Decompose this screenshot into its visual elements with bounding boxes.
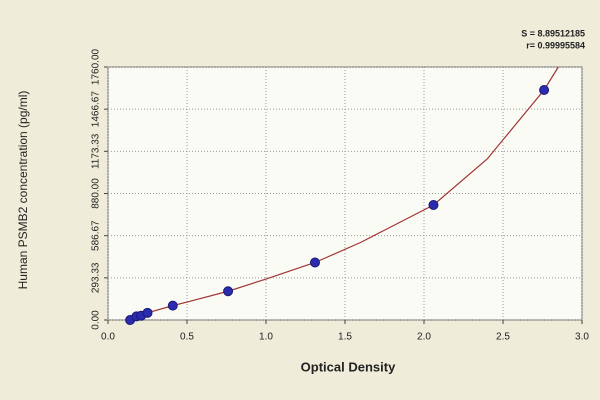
y-tick-label: 586.67	[91, 220, 102, 251]
x-tick-label: 0.0	[101, 332, 115, 343]
data-point	[309, 257, 320, 268]
y-tick-label: 1760.00	[91, 48, 102, 85]
annotation: r= 0.99995584	[526, 40, 585, 50]
y-tick-label: 880.00	[91, 178, 102, 209]
x-tick-label: 2.5	[496, 332, 510, 343]
y-tick-label: 1466.67	[91, 91, 102, 128]
data-point	[223, 286, 234, 297]
x-axis-title: Optical Density	[301, 359, 396, 374]
data-point	[428, 200, 439, 210]
y-axis-title: Human PSMB2 concentration (pg/ml)	[16, 91, 30, 290]
data-point	[142, 307, 153, 318]
y-tick-label: 0.00	[91, 310, 102, 330]
x-tick-label: 0.5	[180, 332, 194, 343]
annotation: S = 8.89512185	[521, 28, 585, 38]
data-point	[539, 85, 550, 95]
x-tick-label: 1.5	[338, 332, 352, 343]
x-tick-label: 1.0	[259, 332, 273, 343]
x-tick-label: 2.0	[417, 332, 431, 343]
data-point	[167, 300, 178, 311]
y-tick-label: 1173.33	[91, 133, 102, 169]
x-tick-label: 3.0	[575, 332, 589, 343]
y-tick-label: 293.33	[91, 262, 102, 293]
